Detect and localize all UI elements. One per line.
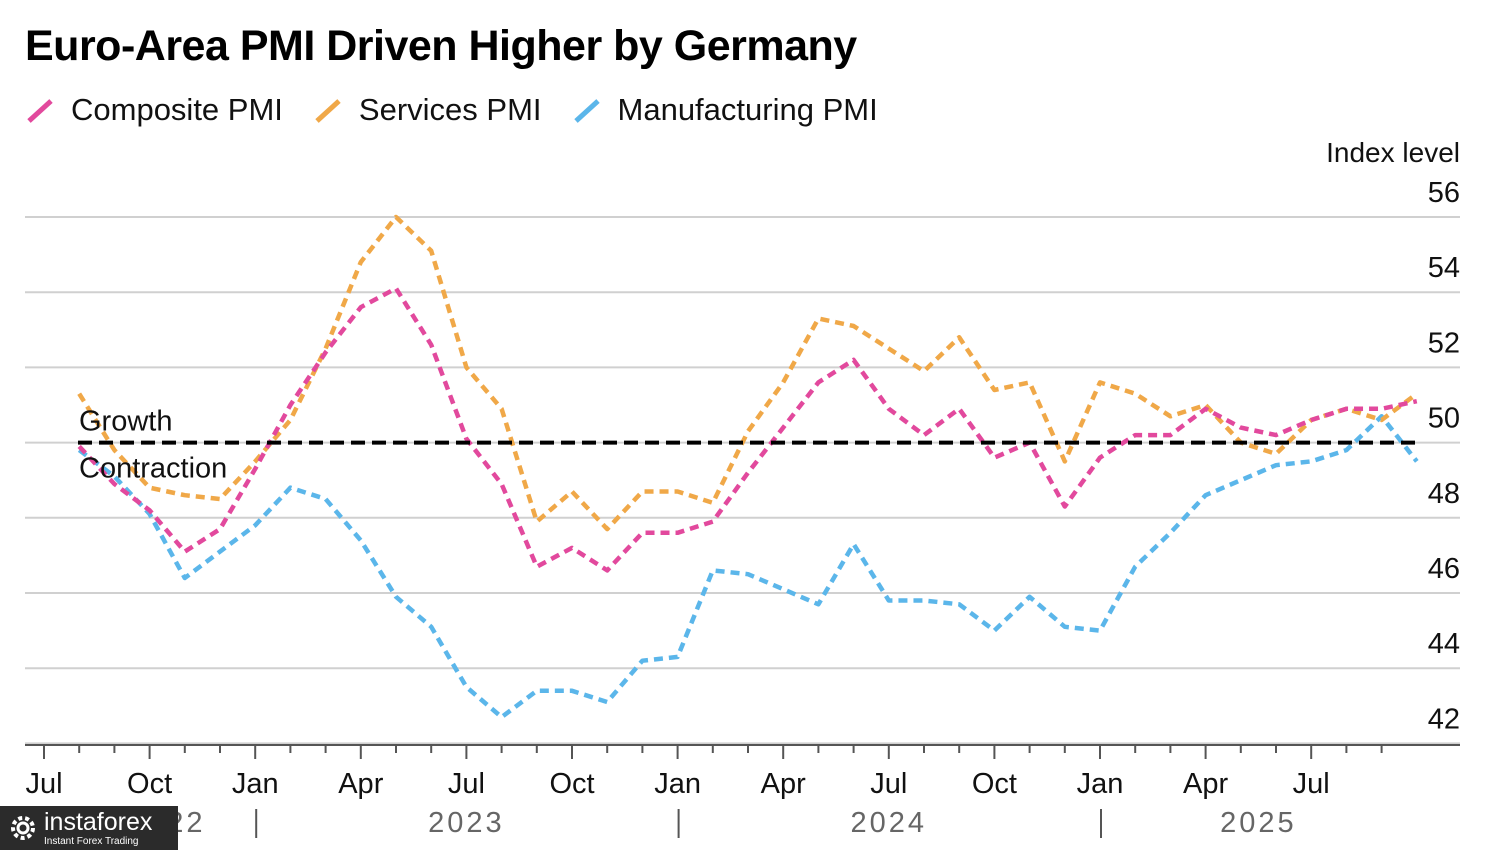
legend-item-services: Services PMI — [313, 92, 542, 128]
legend-label-services: Services PMI — [358, 92, 542, 127]
x-tick-label: Oct — [549, 768, 594, 800]
manufacturing-legend-swatch-icon — [573, 99, 600, 123]
y-tick-label-56: 56 — [1428, 177, 1460, 209]
legend-label-composite: Composite PMI — [71, 92, 283, 127]
y-axis-label: Index level — [1326, 137, 1460, 168]
growth-label: Growth — [79, 406, 172, 438]
legend-label-manufacturing: Manufacturing PMI — [617, 92, 878, 127]
threshold-line-group: Growth Contraction — [78, 406, 1416, 485]
y-tick-label-48: 48 — [1428, 478, 1460, 510]
services-legend-swatch-icon — [315, 99, 341, 123]
x-tick-label: Apr — [761, 768, 806, 800]
x-tick-label: Jan — [232, 768, 279, 800]
watermark: instaforex Instant Forex Trading — [0, 806, 178, 850]
x-tick-label: Jan — [1077, 768, 1124, 800]
x-tick-label: Apr — [1183, 768, 1228, 800]
year-label: 2023 — [428, 807, 505, 839]
x-tick-label: Jul — [448, 768, 485, 800]
y-tick-label-50: 50 — [1428, 403, 1460, 435]
series-lines — [77, 214, 1419, 720]
x-tick-label: Apr — [338, 768, 383, 800]
y-tick-label-52: 52 — [1428, 327, 1460, 359]
services-pmi-line — [77, 214, 1419, 532]
legend-item-manufacturing: Manufacturing PMI — [572, 92, 878, 128]
watermark-tagline: Instant Forex Trading — [44, 835, 139, 847]
manufacturing-pmi-line — [77, 414, 1419, 720]
gridlines — [25, 216, 1460, 745]
x-axis: Jul Oct Jan Apr Jul Oct Jan Apr Jul Oct Jan Apr Jul 2… — [25, 744, 1460, 839]
watermark-brand: instaforex — [44, 807, 153, 836]
x-tick-label: Jan — [654, 768, 701, 800]
y-axis-ticks: 42 44 46 48 50 52 54 56 — [1428, 177, 1460, 735]
y-tick-label-54: 54 — [1428, 252, 1460, 284]
year-label: 2025 — [1220, 807, 1297, 839]
x-tick-label: Oct — [127, 768, 172, 800]
composite-legend-swatch-icon — [27, 99, 53, 123]
composite-pmi-line — [77, 286, 1418, 573]
x-tick-label: Jul — [25, 768, 62, 800]
y-tick-label-46: 46 — [1428, 553, 1460, 585]
gear-logo-icon — [11, 816, 35, 840]
y-tick-label-42: 42 — [1428, 703, 1460, 735]
x-tick-label: Oct — [972, 768, 1017, 800]
y-tick-label-44: 44 — [1428, 628, 1460, 660]
x-tick-label: Jul — [870, 768, 907, 800]
year-label: 2024 — [851, 807, 928, 839]
contraction-label: Contraction — [79, 453, 227, 485]
legend-item-composite: Composite PMI — [25, 92, 283, 128]
x-tick-label: Jul — [1293, 768, 1330, 800]
legend: Composite PMI Services PMI Manufacturing… — [25, 90, 908, 130]
chart-title: Euro-Area PMI Driven Higher by Germany — [25, 22, 857, 70]
